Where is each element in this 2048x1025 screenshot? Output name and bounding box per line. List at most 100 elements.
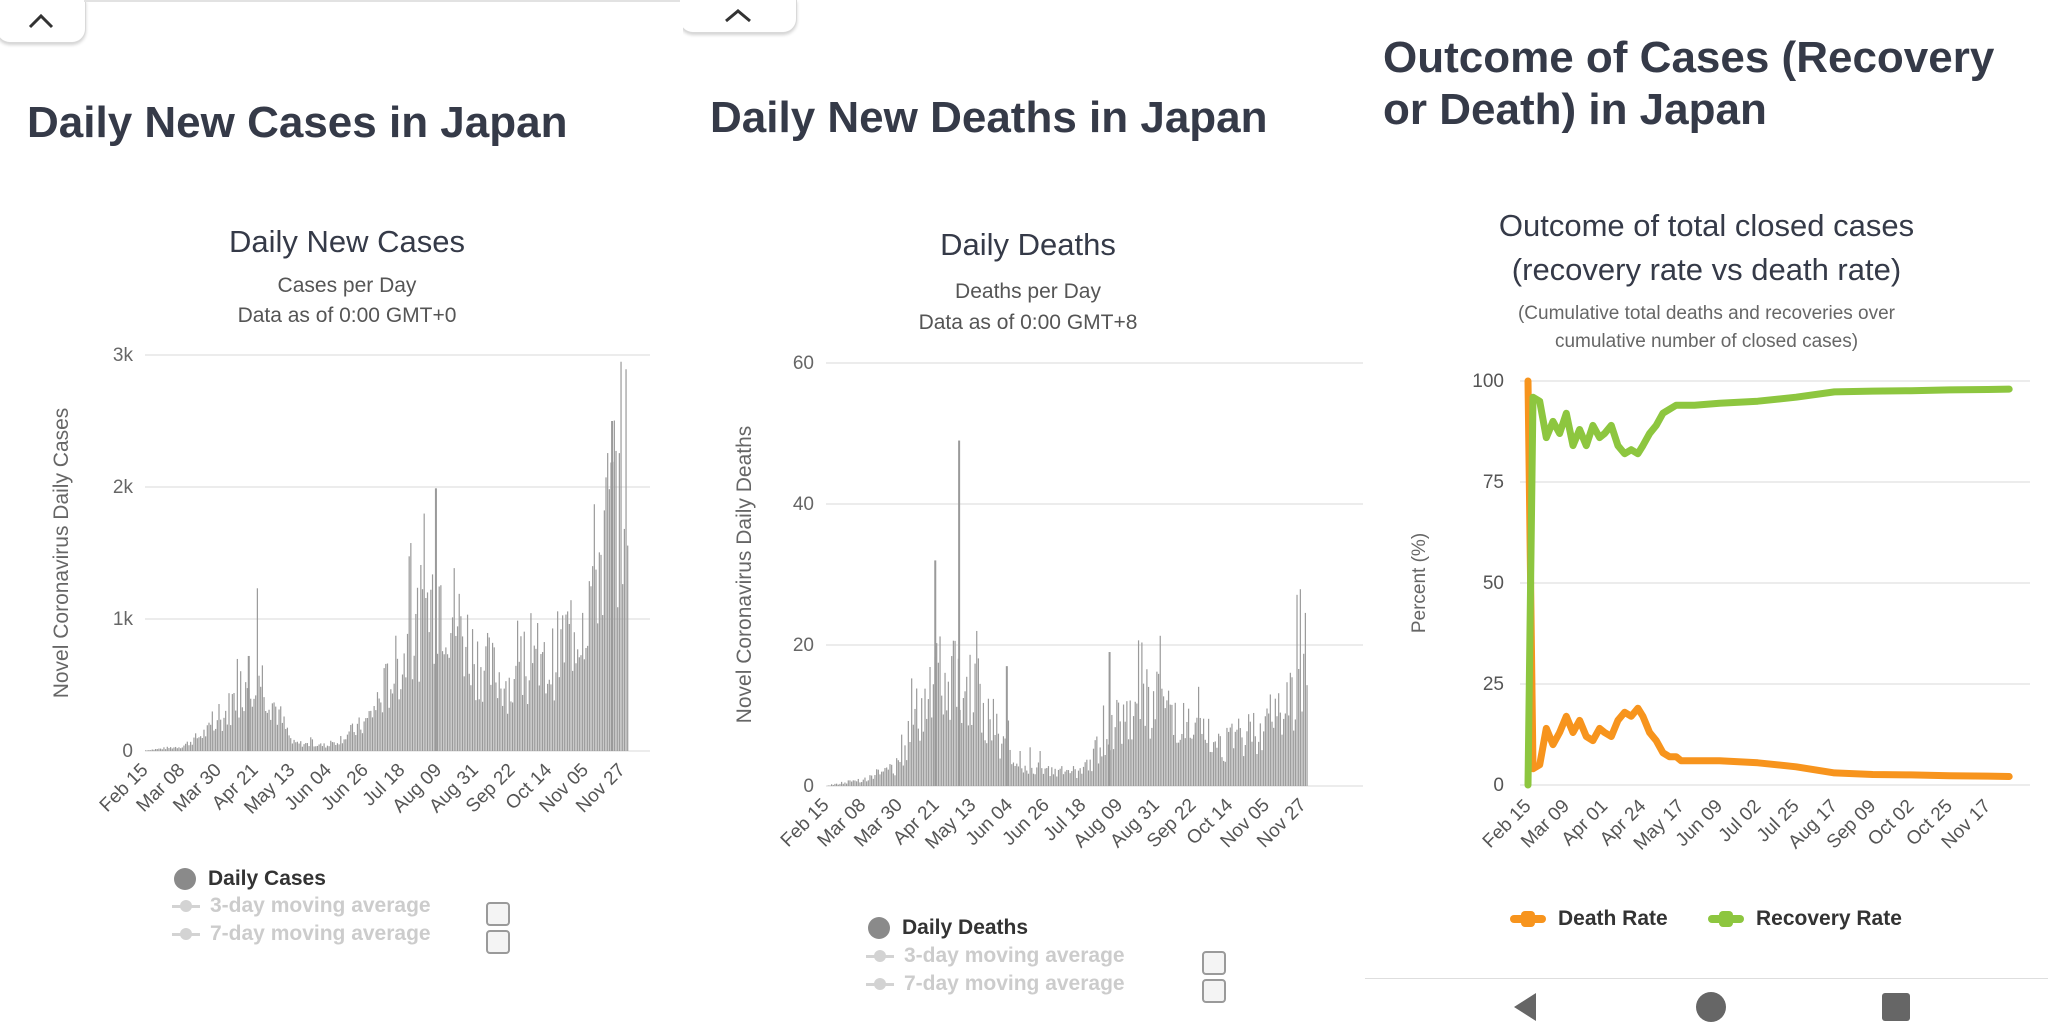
square-recent-icon[interactable] xyxy=(1880,989,1912,1025)
bar xyxy=(627,546,628,751)
bar xyxy=(1208,719,1209,786)
collapse-button-cases[interactable] xyxy=(0,0,86,43)
bar xyxy=(615,451,616,751)
bar xyxy=(1223,761,1224,786)
bar xyxy=(245,682,246,751)
bar xyxy=(323,743,324,751)
bar xyxy=(295,742,296,751)
bar xyxy=(976,631,977,786)
bar xyxy=(225,711,226,751)
bar xyxy=(192,745,193,751)
bar xyxy=(340,736,341,751)
legend-item-daily-deaths[interactable]: Daily Deaths xyxy=(868,916,1028,940)
bar xyxy=(874,775,875,786)
bar xyxy=(412,679,413,751)
bar xyxy=(1096,736,1097,786)
bar xyxy=(1306,685,1307,786)
bar xyxy=(926,719,927,786)
bar xyxy=(372,717,373,751)
bar xyxy=(1290,673,1291,786)
bar xyxy=(966,677,967,786)
bar xyxy=(891,765,892,786)
legend-item-daily-cases[interactable]: Daily Cases xyxy=(174,867,326,891)
legend-item-7-day-average[interactable]: 7-day moving average xyxy=(866,972,1125,996)
legend-item-3-day-average[interactable]: 3-day moving average xyxy=(866,944,1125,968)
bar xyxy=(349,731,350,751)
bar xyxy=(272,703,273,751)
bar xyxy=(560,629,561,751)
bar xyxy=(198,737,199,751)
bar xyxy=(454,568,455,751)
circle-home-icon[interactable] xyxy=(1693,989,1729,1025)
bar xyxy=(1088,770,1089,786)
x-tick-label: Jul 02 xyxy=(1715,796,1766,847)
legend-item-3-day-average[interactable]: 3-day moving average xyxy=(172,894,431,918)
bar xyxy=(334,742,335,751)
bar xyxy=(354,732,355,751)
bar xyxy=(978,658,979,786)
bar xyxy=(879,774,880,786)
page-title: Daily New Deaths in Japan xyxy=(710,90,1268,146)
bar xyxy=(1028,774,1029,786)
bar xyxy=(420,565,421,751)
bar xyxy=(1283,719,1284,786)
bar xyxy=(1018,766,1019,786)
collapse-button-deaths[interactable] xyxy=(683,0,797,33)
bar xyxy=(542,652,543,751)
y-tick-label: 0 xyxy=(803,776,814,797)
bar xyxy=(1261,750,1262,786)
triangle-back-icon[interactable] xyxy=(1510,989,1540,1025)
checkbox-7-day-average[interactable] xyxy=(486,930,510,954)
bar xyxy=(462,636,463,751)
bar xyxy=(968,725,969,786)
bar xyxy=(594,504,595,751)
bar xyxy=(422,589,423,751)
bar xyxy=(512,702,513,751)
bar xyxy=(329,746,330,751)
bar xyxy=(350,725,351,751)
bar xyxy=(597,623,598,751)
bar xyxy=(365,718,366,751)
legend-item-7-day-average[interactable]: 7-day moving average xyxy=(172,922,431,946)
bar xyxy=(165,749,166,751)
bar xyxy=(178,747,179,751)
bar xyxy=(1145,726,1146,786)
bar xyxy=(569,624,570,751)
bar xyxy=(1248,714,1249,786)
bar xyxy=(851,782,852,786)
bar xyxy=(302,747,303,751)
checkbox-7-day-average[interactable] xyxy=(1202,979,1226,1003)
bar xyxy=(836,784,837,786)
bar xyxy=(1153,691,1154,786)
bar xyxy=(273,702,274,751)
bar xyxy=(1100,747,1101,786)
y-tick-label: 40 xyxy=(793,494,814,515)
bar xyxy=(160,749,161,751)
bar xyxy=(854,781,855,786)
bar xyxy=(831,784,832,786)
bar xyxy=(1063,774,1064,786)
legend-item-death-rate[interactable]: Death Rate xyxy=(1510,907,1668,931)
checkbox-3-day-average[interactable] xyxy=(486,902,510,926)
bar xyxy=(1146,669,1147,786)
bar xyxy=(981,733,982,786)
bar xyxy=(858,779,859,786)
bar xyxy=(994,735,995,786)
bar xyxy=(464,676,465,751)
bar xyxy=(620,362,621,751)
bar xyxy=(619,453,620,751)
bar xyxy=(547,684,548,751)
bar xyxy=(896,758,897,786)
bar xyxy=(537,623,538,751)
bar xyxy=(1245,745,1246,786)
bar xyxy=(489,637,490,751)
bar xyxy=(883,772,884,786)
bar xyxy=(1143,684,1144,786)
bar xyxy=(527,704,528,751)
checkbox-3-day-average[interactable] xyxy=(1202,951,1226,975)
legend-item-recovery-rate[interactable]: Recovery Rate xyxy=(1708,907,1902,931)
bar xyxy=(1135,702,1136,786)
bar xyxy=(522,695,523,751)
bar xyxy=(1118,703,1119,786)
bar xyxy=(524,632,525,751)
